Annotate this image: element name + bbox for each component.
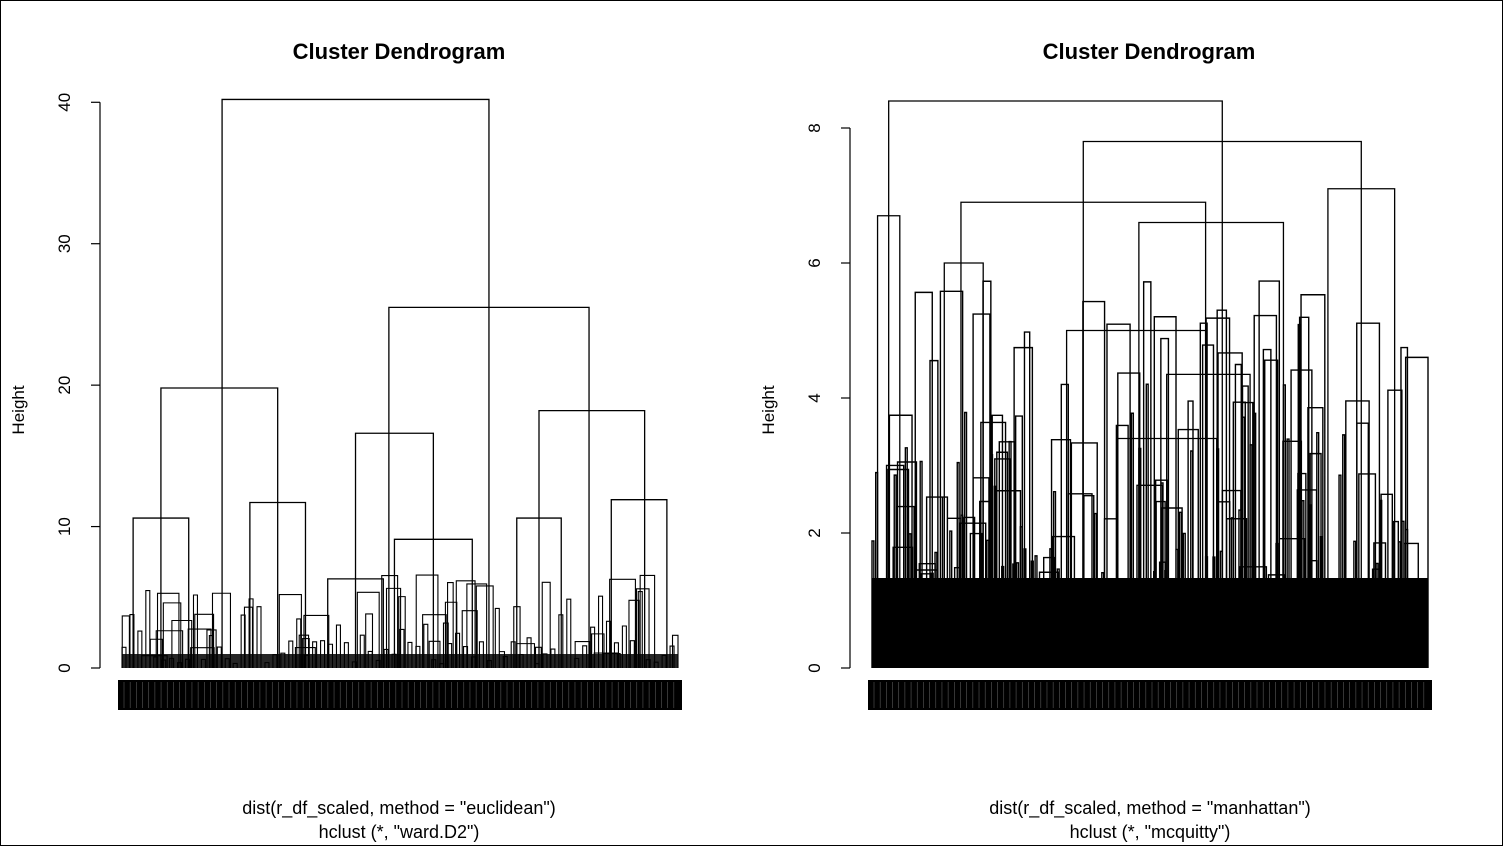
- dendrogram-branches: [871, 100, 1429, 668]
- dendrogram-merge: [393, 538, 473, 668]
- leaf-label-texture: [123, 682, 675, 708]
- y-tick-label: 2: [805, 528, 824, 537]
- y-axis: 0 2 4 6 8: [805, 123, 851, 673]
- leaf-labels: [118, 680, 682, 710]
- x-axis-label-line2: hclust (*, "ward.D2"): [319, 822, 480, 842]
- y-axis-label: Height: [759, 385, 778, 434]
- x-axis-label-line1: dist(r_df_scaled, method = "euclidean"): [242, 798, 555, 819]
- dendrogram-merge: [888, 100, 1223, 668]
- y-tick-label: 40: [55, 93, 74, 112]
- dendrogram-merge: [388, 306, 590, 668]
- y-tick-label: 10: [55, 517, 74, 536]
- y-tick-label: 20: [55, 376, 74, 395]
- leaf-labels: [868, 680, 1432, 710]
- dendrogram-euclidean: Cluster Dendrogram Height dist(r_df_scal…: [9, 39, 682, 842]
- y-tick-label: 4: [805, 393, 824, 402]
- dendrogram-merge: [876, 215, 901, 668]
- dendrogram-leaf-band: [872, 578, 1428, 668]
- y-axis-label: Height: [9, 385, 28, 434]
- dendrogram-merge: [538, 409, 646, 668]
- dendrogram-manhattan: Cluster Dendrogram Height dist(r_df_scal…: [759, 39, 1432, 842]
- y-axis: 0 10 20 30 40: [55, 93, 101, 673]
- dendrogram-merge: [132, 517, 190, 668]
- dendrogram-merge: [160, 387, 279, 668]
- y-tick-label: 30: [55, 234, 74, 253]
- dendrogram-merge: [221, 98, 490, 668]
- dendrogram-merge: [516, 517, 562, 668]
- chart-title: Cluster Dendrogram: [1043, 39, 1256, 64]
- dendrogram-branches: [121, 98, 679, 668]
- y-tick-label: 6: [805, 258, 824, 267]
- dendrogram-merge: [327, 578, 384, 668]
- y-tick-label: 0: [55, 663, 74, 672]
- dendrogram-leaf-band: [122, 654, 678, 668]
- leaf-label-strip: [868, 680, 1432, 710]
- dendrogram-merge: [354, 432, 435, 668]
- dendrogram-merge: [610, 499, 668, 668]
- leaf-label-strip: [118, 680, 682, 710]
- y-tick-label: 8: [805, 123, 824, 132]
- x-axis-label-line1: dist(r_df_scaled, method = "manhattan"): [989, 798, 1310, 819]
- dendrogram-merge: [249, 501, 307, 668]
- y-tick-label: 0: [805, 663, 824, 672]
- dendrogram-merge: [1327, 188, 1396, 668]
- chart-title: Cluster Dendrogram: [293, 39, 506, 64]
- x-axis-label-line2: hclust (*, "mcquitty"): [1070, 822, 1231, 842]
- leaf-label-texture: [873, 682, 1425, 708]
